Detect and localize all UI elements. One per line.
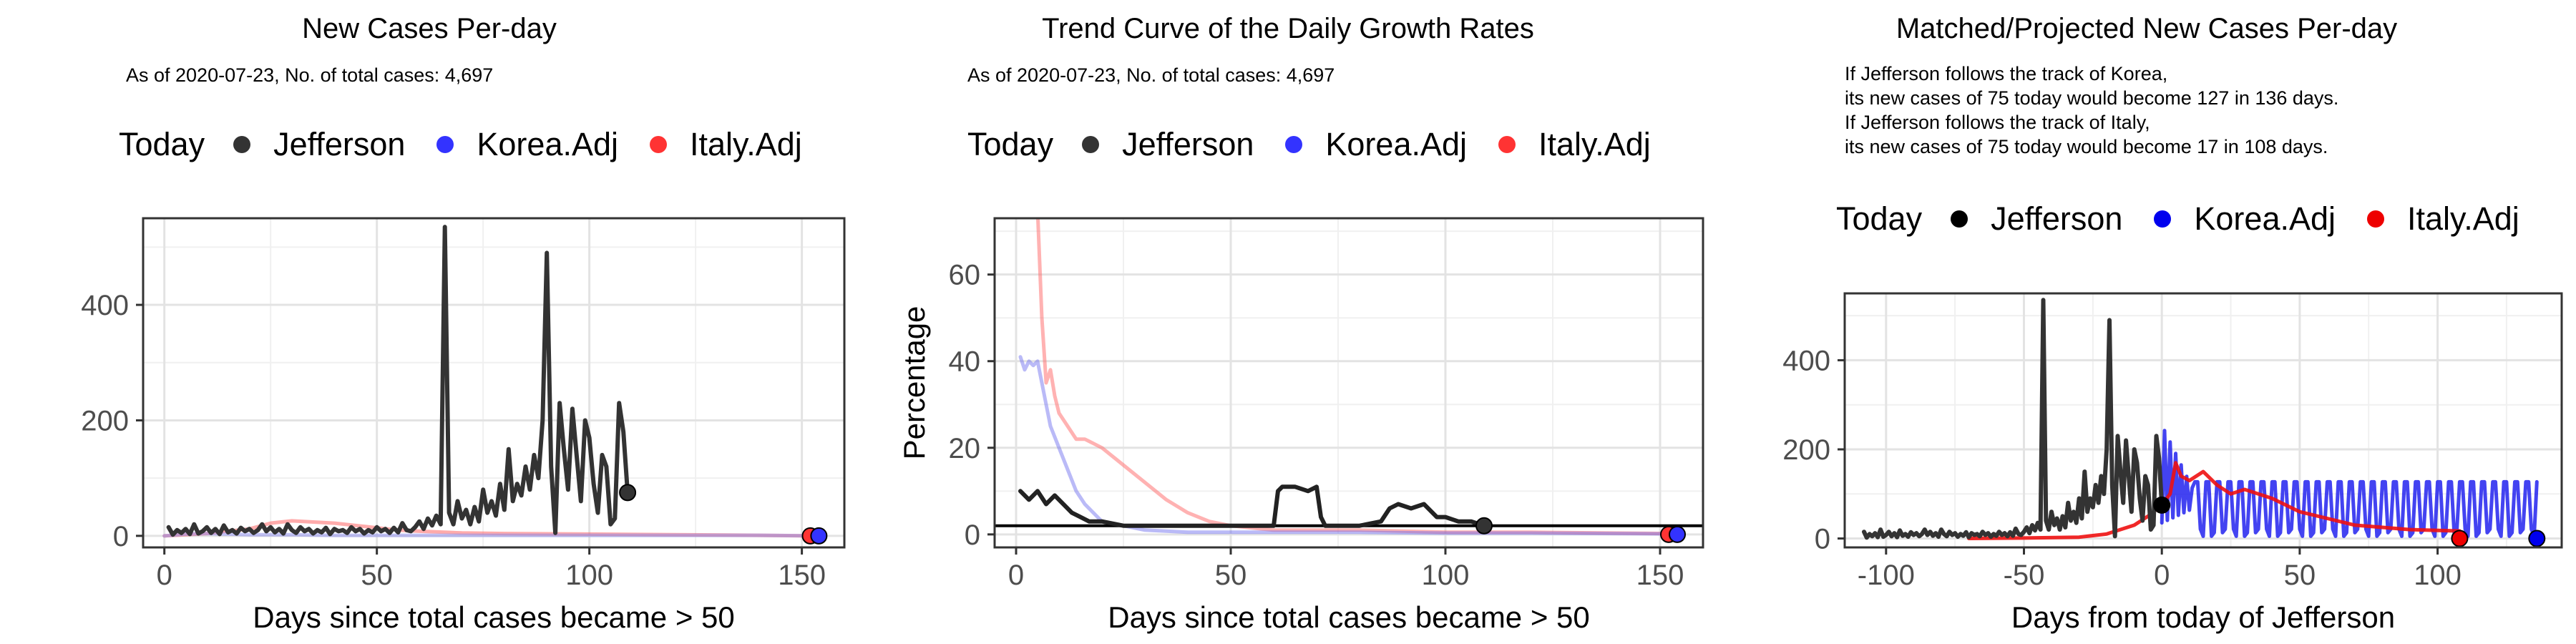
- series-line-korea-adj: [162, 532, 821, 538]
- chart-title: New Cases Per-day: [302, 13, 557, 44]
- x-tick-label: 50: [1215, 560, 1247, 591]
- plot-series-group: [995, 218, 1703, 536]
- series-line-korea-adj: [1018, 355, 1679, 536]
- y-tick-label: 400: [1782, 345, 1830, 376]
- legend-item-jefferson: Jefferson: [1951, 200, 2122, 238]
- legend-label-jefferson: Jefferson: [1122, 126, 1254, 162]
- today-point-jefferson: [1475, 517, 1493, 535]
- series-line-italy-adj: [1035, 218, 1671, 536]
- x-tick-label: 100: [565, 560, 613, 591]
- plot-growth-rates: 0 50 100 150 0 20 40 60 Days since total cases b…: [897, 217, 1704, 634]
- x-tick-label: 100: [1422, 560, 1470, 591]
- today-point-italy-adj: [2451, 530, 2469, 547]
- plot-series-group: [1862, 298, 2539, 540]
- legend-title: Today: [1836, 200, 1923, 237]
- today-point-korea-adj: [2528, 530, 2546, 547]
- legend-dot-italy: [1498, 136, 1516, 153]
- x-axis-title: Days since total cases became > 50: [1108, 600, 1590, 634]
- y-tick-label: 20: [949, 433, 981, 464]
- x-axis-title: Days since total cases became > 50: [253, 600, 735, 634]
- series-line-jefferson: [1018, 484, 1486, 528]
- series-line-jefferson: [166, 225, 630, 537]
- legend-item-italy: Italy.Adj: [2367, 200, 2519, 238]
- legend-dot-jefferson: [233, 136, 251, 153]
- today-point-korea-adj: [1669, 525, 1686, 543]
- today-point-jefferson: [2153, 496, 2171, 514]
- legend-label-italy: Italy.Adj: [690, 126, 802, 162]
- y-tick-label: 0: [965, 519, 980, 551]
- today-point-korea-adj: [810, 527, 828, 545]
- chart-title: Trend Curve of the Daily Growth Rates: [1042, 13, 1534, 44]
- legend-dot-italy: [650, 136, 668, 153]
- legend-label-korea: Korea.Adj: [477, 126, 619, 162]
- legend-item-jefferson: Jefferson: [233, 126, 405, 163]
- today-point-jefferson: [619, 484, 637, 502]
- legend-title: Today: [967, 126, 1054, 162]
- y-tick-label: 0: [113, 521, 129, 552]
- chart-subtitle-line-1: If Jefferson follows the track of Korea,: [1845, 63, 2168, 84]
- x-tick-label: 150: [1636, 560, 1684, 591]
- chart-title: Matched/Projected New Cases Per-day: [1896, 13, 2398, 44]
- legend-item-jefferson: Jefferson: [1082, 126, 1254, 163]
- legend-dot-jefferson: [1082, 136, 1100, 153]
- x-tick-label: -50: [2004, 560, 2045, 591]
- x-tick-label: 0: [2154, 560, 2170, 591]
- x-tick-label: 100: [2414, 560, 2462, 591]
- chart-panel-projected: Matched/Projected New Cases Per-day If J…: [1717, 0, 2576, 644]
- plot-border: [1843, 292, 2563, 549]
- chart-subtitle-line-3: If Jefferson follows the track of Italy,: [1845, 112, 2150, 133]
- series-line-italy-adj: [1966, 461, 2462, 540]
- plot-border: [142, 217, 846, 549]
- x-tick-label: -100: [1858, 560, 1915, 591]
- series-line-jefferson: [1862, 298, 2165, 540]
- legend-label-korea: Korea.Adj: [2194, 200, 2336, 237]
- chart-panel-new-cases: New Cases Per-day As of 2020-07-23, No. …: [0, 0, 859, 644]
- x-tick-label: 50: [361, 560, 393, 591]
- legend-dot-korea: [2154, 210, 2172, 228]
- legend-item-korea: Korea.Adj: [436, 126, 618, 163]
- chart-subtitle: As of 2020-07-23, No. of total cases: 4,…: [967, 64, 1335, 86]
- legend-label-korea: Korea.Adj: [1325, 126, 1468, 162]
- chart-panel-growth-rates: Trend Curve of the Daily Growth Rates As…: [859, 0, 1717, 644]
- legend-item-italy: Italy.Adj: [1498, 126, 1651, 163]
- legend-label-jefferson: Jefferson: [273, 126, 406, 162]
- plot-new-cases: 0 50 100 150 0 200 400 Days since total cases b…: [81, 217, 846, 634]
- chart-subtitle-line-4: its new cases of 75 today would become 1…: [1845, 136, 2328, 157]
- y-tick-label: 400: [81, 290, 129, 321]
- legend-item-korea: Korea.Adj: [1285, 126, 1467, 163]
- y-tick-label: 200: [1782, 434, 1830, 466]
- legend-label-italy: Italy.Adj: [1538, 126, 1651, 162]
- x-tick-label: 0: [1008, 560, 1024, 591]
- series-line-korea-adj: [2160, 429, 2539, 538]
- chart-legend: Today Jefferson Korea.Adj Italy.Adj: [119, 126, 834, 163]
- legend-dot-jefferson: [1951, 210, 1968, 228]
- y-tick-label: 40: [949, 346, 981, 378]
- plot-border: [993, 217, 1704, 549]
- legend-title: Today: [119, 126, 205, 162]
- chart-legend: Today Jefferson Korea.Adj Italy.Adj: [967, 126, 1682, 163]
- chart-subtitle: As of 2020-07-23, No. of total cases: 4,…: [126, 64, 494, 86]
- x-tick-label: 50: [2284, 560, 2316, 591]
- legend-dot-korea: [1285, 136, 1303, 153]
- legend-item-italy: Italy.Adj: [650, 126, 802, 163]
- x-tick-label: 0: [157, 560, 172, 591]
- y-tick-label: 0: [1815, 524, 1830, 555]
- plot-projected: -100 -50 0 50 100 0 200 400 Days from today of J…: [1782, 292, 2563, 634]
- legend-dot-korea: [436, 136, 454, 153]
- legend-dot-italy: [2367, 210, 2385, 228]
- y-axis-title: Percentage: [897, 306, 931, 460]
- y-tick-label: 200: [81, 405, 129, 436]
- chart-legend: Today Jefferson Korea.Adj Italy.Adj: [1836, 200, 2551, 238]
- x-tick-label: 150: [778, 560, 826, 591]
- y-tick-label: 60: [949, 260, 981, 291]
- legend-label-italy: Italy.Adj: [2407, 200, 2519, 237]
- plot-series-group: [162, 225, 821, 538]
- chart-subtitle-line-2: its new cases of 75 today would become 1…: [1845, 87, 2339, 109]
- legend-item-korea: Korea.Adj: [2154, 200, 2336, 238]
- x-axis-title: Days from today of Jefferson: [2011, 600, 2395, 634]
- legend-label-jefferson: Jefferson: [1991, 200, 2123, 237]
